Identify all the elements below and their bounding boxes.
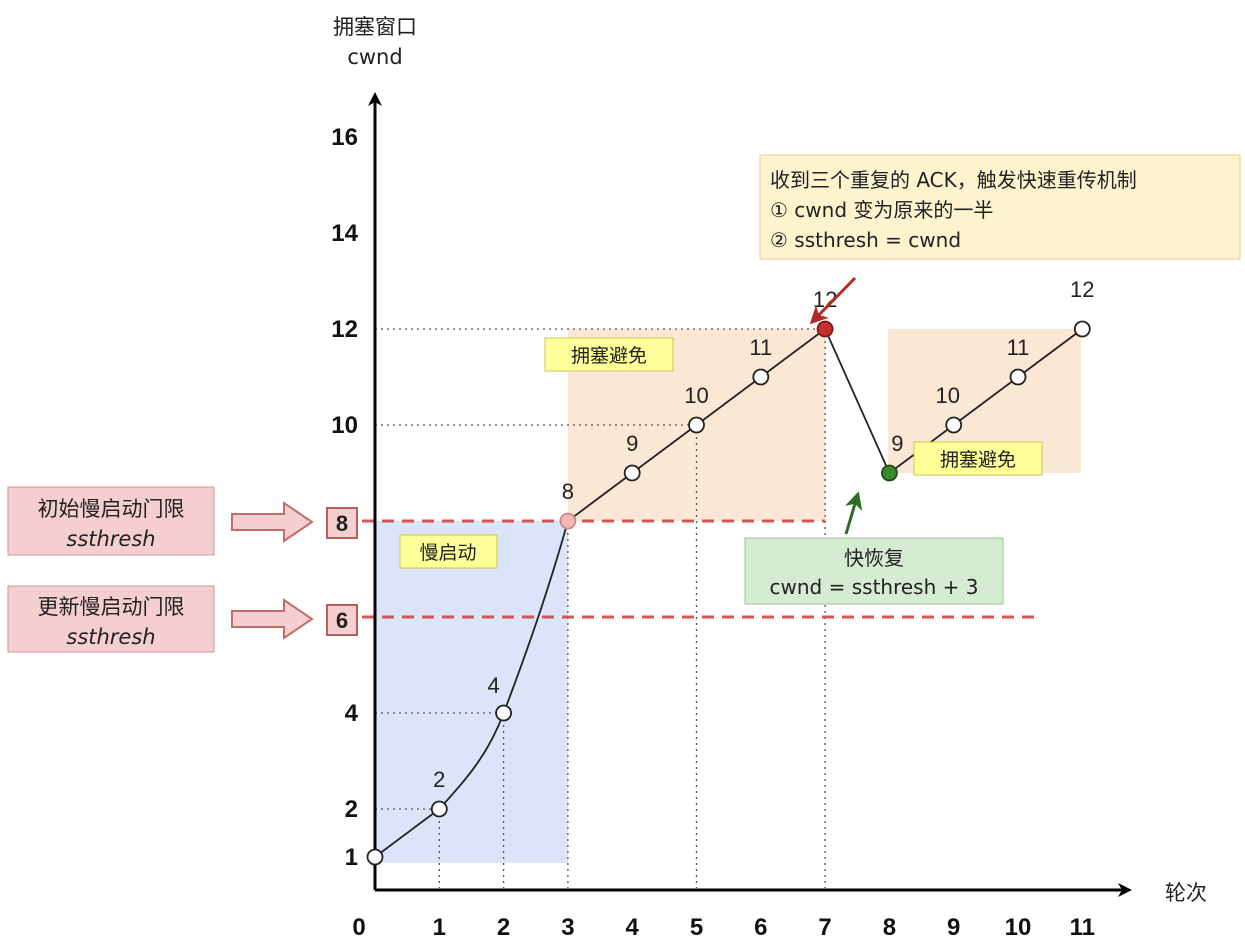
note-three-dup-ack: 收到三个重复的 ACK，触发快速重传机制 ① cwnd 变为原来的一半 ② ss… — [759, 154, 1241, 260]
svg-text:拥塞避免: 拥塞避免 — [571, 345, 647, 367]
svg-text:慢启动: 慢启动 — [419, 542, 476, 564]
data-point-2 — [495, 704, 513, 722]
point-label-9: 10 — [935, 383, 959, 408]
svg-text:收到三个重复的 ACK，触发快速重传机制: 收到三个重复的 ACK，触发快速重传机制 — [770, 168, 1137, 192]
data-point-6 — [752, 368, 770, 386]
svg-text:ssthresh: ssthresh — [66, 625, 155, 649]
point-label-6: 11 — [749, 335, 772, 360]
x-tick-11: 11 — [1070, 914, 1095, 941]
note-arrow-green — [844, 491, 863, 535]
x-tick-6: 6 — [754, 914, 767, 941]
x-tick-9: 9 — [947, 914, 960, 941]
x-tick-0: 0 — [352, 914, 365, 941]
data-point-0 — [366, 848, 384, 866]
y-tick-12: 12 — [331, 316, 358, 343]
data-point-9 — [945, 416, 963, 434]
y-tick-10: 10 — [331, 412, 358, 439]
tag-congestion-avoidance-2: 拥塞避免 — [913, 441, 1043, 476]
threshold-arrow-initial — [231, 501, 314, 543]
data-point-5 — [688, 416, 705, 434]
data-point-7 — [816, 320, 834, 338]
x-axis-title: 轮次 — [1165, 881, 1207, 905]
x-tick-labels: 0 1 2 3 4 5 6 7 8 9 10 11 — [352, 914, 1095, 941]
cwnd-line — [374, 327, 1083, 858]
point-label-1: 2 — [433, 767, 445, 792]
x-tick-4: 4 — [626, 914, 640, 941]
y-tick-2: 2 — [345, 796, 358, 823]
x-tick-3: 3 — [561, 914, 574, 941]
note-fast-recovery: 快恢复 cwnd = ssthresh + 3 — [744, 537, 1004, 605]
svg-text:8: 8 — [336, 511, 348, 536]
point-label-2: 4 — [487, 673, 499, 698]
svg-text:cwnd = ssthresh + 3: cwnd = ssthresh + 3 — [770, 575, 979, 599]
y-tick-14: 14 — [331, 220, 358, 247]
svg-text:初始慢启动门限: 初始慢启动门限 — [38, 497, 185, 521]
data-point-4 — [623, 464, 641, 482]
threshold-box-initial: 初始慢启动门限 ssthresh 8 — [7, 486, 358, 556]
threshold-lines — [362, 519, 1041, 619]
svg-text:① cwnd 变为原来的一半: ① cwnd 变为原来的一半 — [770, 198, 993, 222]
data-point-3 — [559, 512, 577, 530]
guide-lines — [375, 328, 826, 888]
data-point-10 — [1009, 368, 1027, 386]
svg-text:更新慢启动门限: 更新慢启动门限 — [38, 595, 185, 619]
x-tick-1: 1 — [433, 914, 446, 941]
svg-text:快恢复: 快恢复 — [844, 546, 904, 570]
tag-slow-start: 慢启动 — [399, 534, 498, 569]
point-label-10: 11 — [1007, 335, 1030, 360]
y-tick-16: 16 — [331, 124, 358, 151]
svg-text:ssthresh: ssthresh — [66, 527, 155, 551]
x-tick-10: 10 — [1005, 914, 1032, 941]
y-axis-title-sub: cwnd — [347, 45, 402, 69]
point-label-4: 9 — [626, 431, 638, 456]
point-label-3: 8 — [562, 479, 574, 504]
threshold-box-updated: 更新慢启动门限 ssthresh 6 — [7, 585, 358, 653]
y-tick-1: 1 — [345, 844, 358, 871]
x-tick-8: 8 — [883, 914, 896, 941]
y-axis-title: 拥塞窗口 — [333, 15, 417, 39]
threshold-arrow-updated — [231, 598, 314, 640]
svg-text:② ssthresh = cwnd: ② ssthresh = cwnd — [770, 228, 961, 252]
tag-congestion-avoidance-1: 拥塞避免 — [544, 337, 674, 372]
note-arrow-red — [809, 276, 857, 325]
x-tick-7: 7 — [818, 914, 831, 941]
region-slow-start — [375, 521, 568, 863]
svg-text:6: 6 — [336, 608, 348, 633]
data-point-11 — [1073, 320, 1091, 338]
point-label-5: 10 — [684, 383, 708, 408]
x-tick-2: 2 — [497, 914, 510, 941]
data-point-1 — [430, 800, 448, 818]
svg-text:拥塞避免: 拥塞避免 — [940, 449, 1016, 471]
point-label-8: 9 — [891, 431, 903, 456]
x-tick-5: 5 — [690, 914, 703, 941]
point-label-11: 12 — [1070, 277, 1094, 302]
data-point-8 — [881, 464, 898, 482]
y-tick-4: 4 — [345, 700, 359, 727]
